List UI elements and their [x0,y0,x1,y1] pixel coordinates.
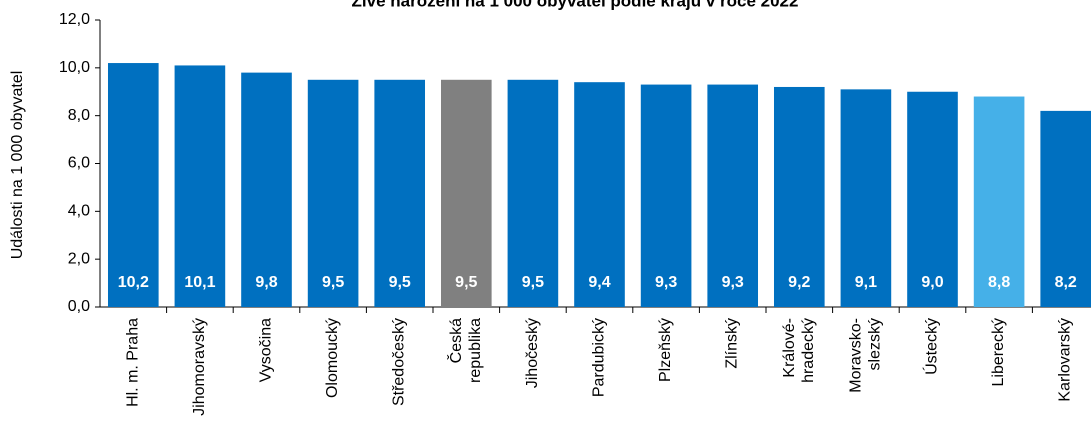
x-tick-label: Jihomoravský [191,318,208,416]
bar [773,86,825,307]
x-tick-label: Ústecký [922,318,941,375]
value-label: 8,8 [988,274,1010,291]
y-tick-label: 4,0 [68,203,90,220]
y-tick-label: 10,0 [59,59,90,76]
value-label: 10,2 [118,274,149,291]
x-tick-label: Česká republika [446,318,484,383]
x-tick-label: Plzeňský [657,318,674,382]
bar [374,79,426,308]
value-label: 9,3 [655,274,677,291]
x-tick-label: Zlínský [724,318,741,369]
bar [840,89,892,307]
value-label: 9,5 [455,274,477,291]
value-label: 10,1 [184,274,215,291]
bar [174,65,226,307]
bar [107,63,159,307]
y-axis-label: Události na 1 000 obyvatel [9,71,26,260]
value-label: 9,5 [389,274,411,291]
bar [507,79,559,308]
chart-title: Živě narození na 1 000 obyvatel podle kr… [352,0,799,10]
value-label: 9,4 [588,274,610,291]
value-label: 9,3 [722,274,744,291]
value-label: 8,2 [1055,274,1077,291]
x-tick-label: Středočeský [391,318,408,406]
bar [241,72,292,307]
y-tick-label: 8,0 [68,107,90,124]
x-tick-label: Hl. m. Praha [125,318,142,407]
x-tick-label: Liberecký [990,318,1007,386]
x-tick-label: Králové-hradecký [781,318,817,383]
bar [640,84,692,307]
y-tick-label: 6,0 [68,155,90,172]
x-tick-label: Pardubický [591,318,608,397]
x-tick-label: Olomoucký [324,318,341,398]
value-label: 9,5 [522,274,544,291]
bar [307,79,359,308]
value-label: 9,0 [921,274,943,291]
y-tick-label: 0,0 [68,298,90,315]
bar [1040,110,1091,307]
value-label: 9,1 [855,274,877,291]
x-tick-label: Moravsko-slezský [848,318,884,393]
x-tick-label: Karlovarský [1057,318,1074,402]
bar [574,82,625,307]
y-tick-label: 2,0 [68,250,90,267]
y-tick-label: 12,0 [59,11,90,28]
value-label: 9,8 [255,274,277,291]
bar [707,84,759,307]
value-label: 9,2 [788,274,810,291]
x-tick-label: Vysočina [258,318,275,382]
bar [440,79,492,308]
bar [907,91,958,307]
value-label: 9,5 [322,274,344,291]
x-tick-label: Jihočeský [524,318,541,388]
bar [973,96,1025,308]
